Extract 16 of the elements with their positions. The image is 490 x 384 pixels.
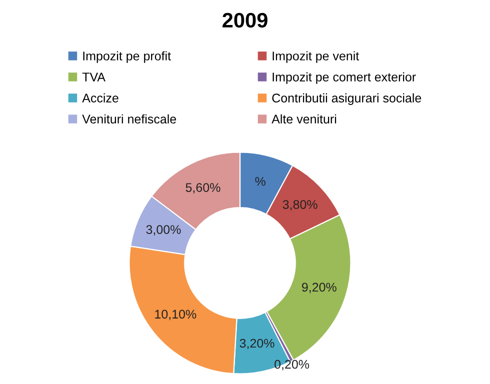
data-label: 9,20% [302, 282, 336, 294]
legend-label: Alte venituri [272, 114, 336, 124]
data-label: 10,10% [155, 310, 196, 320]
data-label: % [255, 177, 266, 186]
data-label: 5,60% [186, 183, 220, 194]
legend-label: Impozit pe venit [272, 51, 360, 63]
legend-label: Contributii asigurari sociale [272, 93, 422, 105]
legend-label: Impozit pe profit [83, 51, 171, 63]
chart-title: 2009 [222, 12, 268, 28]
data-label: 3,80% [282, 200, 318, 210]
legend-label: Accize [82, 93, 118, 102]
legend-label: Impozit pe comert exterior [272, 72, 416, 84]
legend-label: TVA [82, 72, 106, 82]
data-label: 3,00% [146, 225, 181, 236]
data-label: 3,20% [240, 338, 274, 350]
legend-label: Venituri nefiscale [82, 114, 176, 124]
